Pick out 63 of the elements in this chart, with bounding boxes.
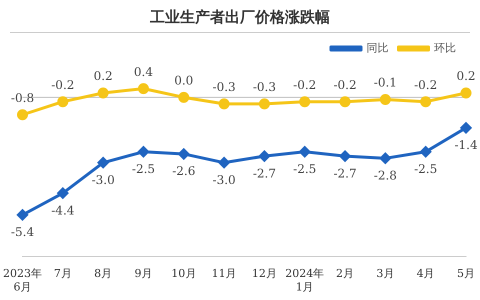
- data-label: -0.2: [414, 78, 438, 92]
- data-label: -4.4: [51, 203, 75, 218]
- point: [98, 87, 109, 98]
- x-tick-label: 8月: [94, 267, 112, 280]
- x-tick-label: 3月: [376, 267, 394, 280]
- x-tick-label: 2023年6月: [2, 267, 42, 294]
- point: [420, 96, 432, 108]
- point: [178, 148, 190, 160]
- data-label: -2.7: [252, 166, 276, 180]
- data-label: -2.8: [374, 168, 397, 182]
- point: [340, 150, 351, 162]
- data-label: -1.4: [454, 138, 478, 152]
- point: [380, 152, 391, 164]
- data-label: -2.7: [333, 166, 357, 180]
- x-tick-label: 10月: [171, 267, 196, 280]
- point: [16, 109, 28, 120]
- point: [299, 146, 310, 158]
- data-label: -3.0: [212, 172, 236, 187]
- point: [380, 94, 391, 106]
- point: [57, 96, 68, 108]
- chart-title: 工业生产者出厂价格涨跌幅: [10, 0, 470, 33]
- data-label: 0.0: [174, 73, 194, 88]
- data-label: -2.5: [132, 162, 156, 176]
- data-label: 0.4: [134, 64, 154, 79]
- data-label: -2.5: [293, 162, 316, 176]
- data-label: 0.2: [94, 69, 113, 84]
- point: [420, 146, 432, 158]
- point: [258, 98, 270, 110]
- data-label: -0.1: [374, 76, 397, 90]
- point: [178, 92, 190, 103]
- point: [218, 98, 230, 110]
- point: [57, 188, 68, 199]
- data-label: -0.3: [252, 80, 276, 94]
- data-label: 0.2: [456, 69, 476, 84]
- data-label: -0.3: [212, 80, 236, 94]
- x-tick-label: 2024年1月: [285, 267, 324, 294]
- data-label: -2.5: [414, 162, 438, 176]
- x-tick-label: 11月: [212, 267, 237, 280]
- x-tick-label: 4月: [416, 267, 435, 280]
- point: [98, 157, 109, 168]
- point: [460, 87, 472, 98]
- point: [258, 150, 270, 162]
- x-tick-label: 5月: [457, 267, 475, 280]
- x-tick-label: 7月: [54, 267, 72, 280]
- point: [340, 96, 351, 108]
- data-label: -5.4: [10, 225, 34, 240]
- legend-label: 环比: [434, 41, 456, 54]
- data-label: -2.6: [172, 164, 196, 178]
- x-tick-label: 9月: [134, 267, 152, 280]
- data-label: -0.2: [333, 78, 357, 92]
- legend-label: 同比: [366, 41, 388, 54]
- data-label: -0.2: [293, 78, 316, 92]
- point: [138, 83, 149, 94]
- point: [299, 96, 310, 108]
- data-label: -3.0: [92, 172, 115, 187]
- data-label: -0.8: [10, 90, 34, 105]
- point: [16, 209, 28, 220]
- point: [218, 157, 230, 168]
- point: [138, 146, 149, 158]
- point: [460, 122, 472, 134]
- x-tick-label: 2月: [336, 267, 354, 280]
- data-label: -0.2: [51, 78, 74, 92]
- x-tick-label: 12月: [252, 267, 277, 280]
